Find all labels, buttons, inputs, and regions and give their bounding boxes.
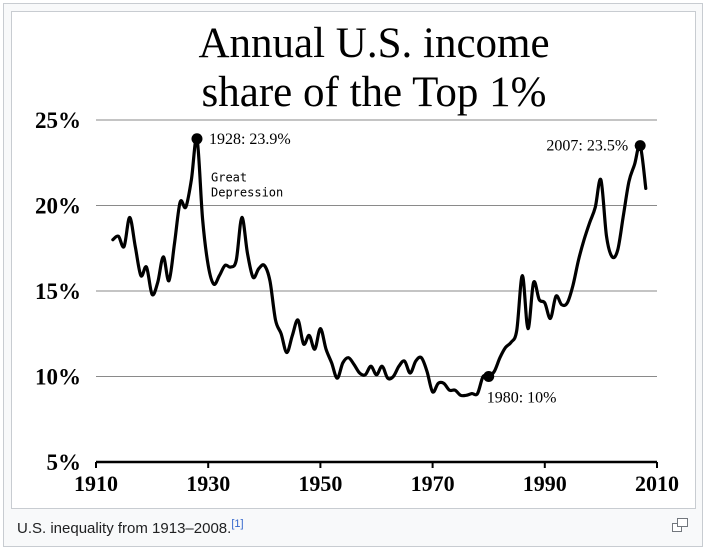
enlarge-icon[interactable] bbox=[672, 518, 688, 532]
x-tick-label: 1970 bbox=[411, 471, 455, 496]
caption-text: U.S. inequality from 1913–2008. bbox=[17, 520, 232, 537]
peak-2007-marker bbox=[634, 140, 646, 152]
y-tick-label: 20% bbox=[35, 194, 81, 219]
x-tick-label: 2010 bbox=[635, 471, 679, 496]
low-1980-label: 1980: 10% bbox=[487, 390, 557, 407]
chart-title-line: Annual U.S. income bbox=[198, 20, 549, 67]
chart-title-line: share of the Top 1% bbox=[202, 69, 547, 116]
data-series bbox=[111, 136, 648, 398]
gridlines bbox=[96, 119, 657, 377]
y-tick-label: 5% bbox=[47, 450, 82, 475]
chart-image[interactable]: 5% 10% 15% 20% 25% 1910 1930 1950 1970 1990 2010 A… bbox=[11, 11, 696, 509]
reference-link[interactable]: [1] bbox=[231, 518, 244, 530]
axes: 5% 10% 15% 20% 25% 1910 1930 1950 1970 1990 2010 bbox=[35, 108, 679, 496]
x-tick-label: 1910 bbox=[74, 471, 118, 496]
income-share-chart: 5% 10% 15% 20% 25% 1910 1930 1950 1970 1990 2010 A… bbox=[35, 20, 679, 496]
great-depression-label: Great bbox=[211, 171, 247, 185]
y-tick-label: 15% bbox=[35, 279, 81, 304]
y-tick-label: 25% bbox=[35, 108, 81, 133]
great-depression-label: Depression bbox=[211, 186, 283, 200]
reference-link-wrapper: [1] bbox=[231, 516, 243, 530]
peak-1928-label: 1928: 23.9% bbox=[209, 131, 291, 148]
figure-caption: U.S. inequality from 1913–2008.[1] bbox=[17, 516, 244, 537]
series-line bbox=[111, 136, 648, 398]
peak-2007-label: 2007: 23.5% bbox=[546, 138, 628, 155]
x-tick-label: 1930 bbox=[186, 471, 230, 496]
x-tick-label: 1990 bbox=[523, 471, 567, 496]
x-tick-label: 1950 bbox=[298, 471, 342, 496]
figure-thumbnail: 5% 10% 15% 20% 25% 1910 1930 1950 1970 1990 2010 A… bbox=[3, 3, 703, 547]
y-tick-label: 10% bbox=[35, 365, 81, 390]
low-1980-marker bbox=[483, 371, 495, 382]
peak-1928-marker bbox=[191, 133, 203, 145]
